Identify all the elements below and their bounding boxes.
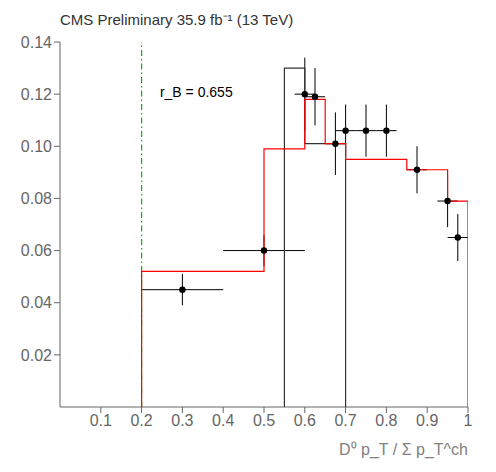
svg-text:0.4: 0.4 xyxy=(212,412,234,429)
svg-text:0.06: 0.06 xyxy=(21,242,52,259)
svg-text:0.2: 0.2 xyxy=(130,412,152,429)
svg-text:0.1: 0.1 xyxy=(90,412,112,429)
svg-text:0.08: 0.08 xyxy=(21,190,52,207)
svg-text:0.3: 0.3 xyxy=(171,412,193,429)
svg-text:r_B = 0.655: r_B = 0.655 xyxy=(160,84,233,100)
svg-text:0.02: 0.02 xyxy=(21,347,52,364)
svg-text:1: 1 xyxy=(464,412,473,429)
svg-text:0.6: 0.6 xyxy=(294,412,316,429)
svg-text:0.7: 0.7 xyxy=(334,412,356,429)
svg-text:0.10: 0.10 xyxy=(21,138,52,155)
svg-text:0.8: 0.8 xyxy=(375,412,397,429)
svg-text:0.12: 0.12 xyxy=(21,86,52,103)
svg-text:D⁰ p_T / Σ p_T^ch: D⁰ p_T / Σ p_T^ch xyxy=(339,441,468,459)
svg-text:0.5: 0.5 xyxy=(253,412,275,429)
html-text:CMS Preliminary 35.9 fb⁻¹ (13: CMS Preliminary 35.9 fb⁻¹ (13 TeV) xyxy=(60,11,294,28)
svg-text:0.04: 0.04 xyxy=(21,294,52,311)
svg-text:0.9: 0.9 xyxy=(416,412,438,429)
svg-text:0.14: 0.14 xyxy=(21,34,52,51)
